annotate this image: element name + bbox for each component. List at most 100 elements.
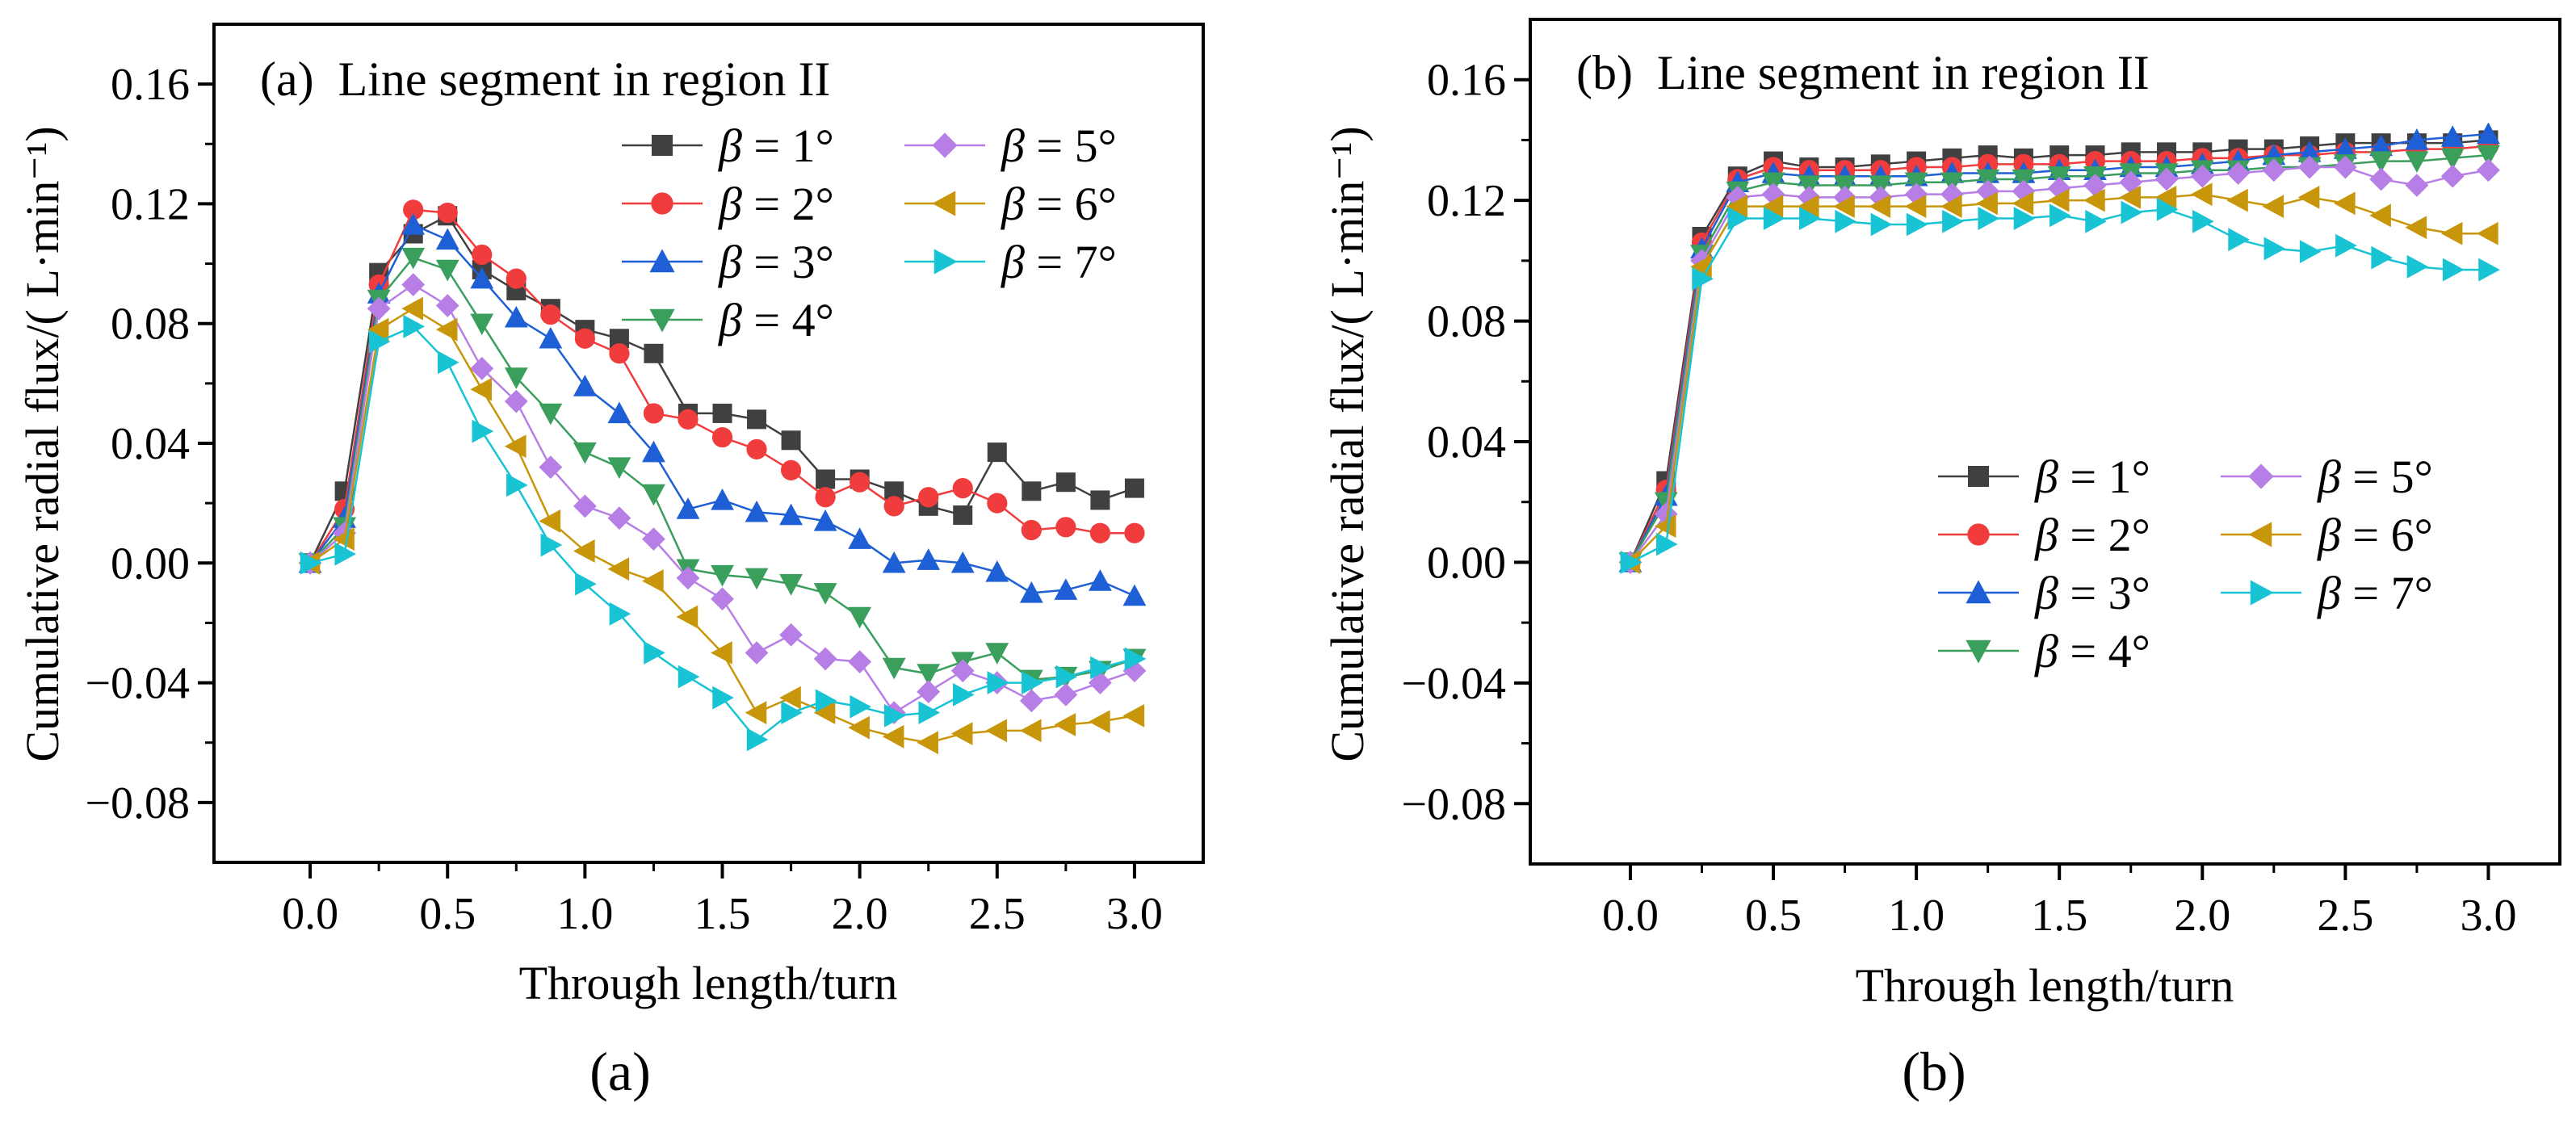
data-point-beta6: [1833, 195, 1855, 219]
data-point-beta5: [573, 494, 597, 518]
data-point-beta4: [2440, 148, 2465, 170]
data-point-beta6: [2333, 191, 2356, 216]
x-tick-label: 1.0: [1888, 891, 1945, 941]
y-axis-label-a: Cumulative radial flux/( L·min⁻¹): [16, 126, 69, 761]
data-point-beta2: [1055, 517, 1076, 538]
data-point-beta3: [2333, 137, 2357, 159]
x-tick-label: 0.5: [419, 889, 476, 939]
data-point-beta5: [779, 623, 803, 647]
data-point-beta6: [985, 719, 1008, 743]
data-point-beta5: [2477, 158, 2500, 182]
legend-marker-beta5: [2248, 463, 2274, 489]
data-point-beta5: [1122, 659, 1147, 683]
data-point-beta6: [676, 605, 699, 629]
data-point-beta5: [401, 273, 426, 296]
series-line-beta5: [1629, 166, 2489, 564]
data-point-beta6: [2154, 186, 2177, 209]
data-point-beta2: [987, 493, 1008, 514]
data-point-beta5: [2047, 176, 2071, 200]
data-point-beta6: [333, 527, 355, 551]
data-point-beta3: [676, 497, 700, 519]
data-point-beta7: [781, 701, 803, 725]
data-point-beta1: [953, 505, 973, 525]
legend-item-beta7: β = 7°: [904, 236, 1117, 288]
legend-marker-beta3: [649, 249, 675, 273]
x-tick-label: 1.5: [2031, 891, 2087, 941]
data-point-beta7: [678, 665, 700, 689]
data-point-beta4: [985, 643, 1009, 665]
data-point-beta5: [2154, 167, 2179, 191]
data-point-beta3: [779, 503, 803, 526]
data-point-beta3: [539, 326, 563, 349]
x-axis-label-a: Through length/turn: [519, 957, 898, 1009]
data-point-beta4: [607, 457, 631, 480]
data-point-beta6: [745, 701, 767, 725]
legend-item-beta3: β = 3°: [1938, 567, 2150, 619]
legend-label-beta7: β = 7°: [2317, 567, 2433, 619]
x-tick-label: 1.5: [694, 889, 751, 939]
x-tick-label: 1.0: [556, 889, 613, 939]
data-point-beta4: [2405, 151, 2429, 173]
data-point-beta6: [2262, 195, 2284, 219]
data-point-beta6: [950, 722, 973, 745]
y-tick-label: 0.12: [111, 179, 190, 229]
data-point-beta5: [607, 506, 631, 530]
data-point-beta5: [1054, 683, 1078, 707]
data-point-beta6: [1869, 195, 1891, 219]
data-point-beta2: [403, 199, 424, 220]
data-point-beta7: [575, 572, 597, 596]
data-point-beta7: [1835, 209, 1856, 233]
data-point-beta3: [401, 212, 426, 235]
data-point-beta6: [1054, 713, 1076, 736]
data-point-beta7: [712, 686, 734, 710]
y-tick-label: 0.04: [111, 419, 190, 469]
axis-ticks-b: 0.0 0.5 1.0 1.5 2.0 2.5 3.0 −0.08 −0.04 0.00 0.04 0…: [1401, 56, 2516, 941]
legend-label-beta7: β = 7°: [1001, 236, 1117, 288]
data-point-beta4: [711, 564, 734, 587]
data-point-beta4: [848, 606, 872, 629]
legend-marker-beta6: [2248, 522, 2272, 547]
legend-marker-beta2: [651, 192, 673, 215]
data-point-beta7: [918, 701, 941, 725]
data-point-beta6: [1797, 195, 1819, 219]
data-point-beta5: [642, 527, 665, 551]
panel-title-b: (b) Line segment in region II: [1576, 46, 2150, 99]
data-point-beta5: [2297, 155, 2322, 179]
data-point-beta2: [609, 343, 630, 364]
data-point-beta3: [642, 440, 665, 463]
legend-marker-beta3: [1966, 580, 1991, 604]
y-tick-label: 0.16: [111, 60, 190, 110]
data-point-beta7: [2121, 200, 2143, 224]
y-tick-label: 0.08: [111, 300, 190, 350]
data-point-beta7: [644, 641, 665, 665]
data-point-beta3: [1054, 578, 1078, 600]
data-point-beta7: [403, 315, 426, 338]
legend-item-beta1: β = 1°: [1938, 451, 2150, 503]
data-point-beta5: [2333, 155, 2357, 179]
legend-a: β = 1° β = 2° β = 3° β = 4° β = 5° β = 6° β = …: [622, 120, 1117, 346]
data-point-beta6: [2369, 203, 2391, 228]
y-tick-label: 0.00: [111, 539, 190, 589]
series-beta6: [298, 296, 1145, 755]
data-point-beta6: [607, 557, 630, 581]
legend-marker-beta7: [2250, 580, 2274, 606]
panel-a: 0.0 0.5 1.0 1.5 2.0 2.5 3.0 −0.08 −0.04 0.00 0.04 0…: [16, 23, 1205, 1009]
data-point-beta6: [1904, 195, 1927, 219]
data-point-beta7: [1978, 207, 2000, 230]
data-point-beta4: [573, 442, 597, 464]
data-point-beta3: [813, 509, 837, 531]
data-point-beta6: [2226, 188, 2248, 212]
data-point-beta7: [1620, 551, 1643, 574]
x-tick-label: 2.5: [2317, 891, 2373, 941]
data-point-beta3: [607, 401, 631, 424]
data-point-beta7: [2085, 209, 2107, 233]
series-beta5: [1618, 155, 2500, 574]
data-point-beta3: [1088, 569, 1112, 591]
data-point-beta6: [2477, 221, 2498, 245]
series-beta7: [300, 315, 1147, 752]
data-point-beta4: [504, 367, 528, 389]
data-point-beta3: [504, 305, 528, 328]
data-point-beta3: [1122, 584, 1147, 606]
data-point-beta6: [642, 569, 664, 593]
